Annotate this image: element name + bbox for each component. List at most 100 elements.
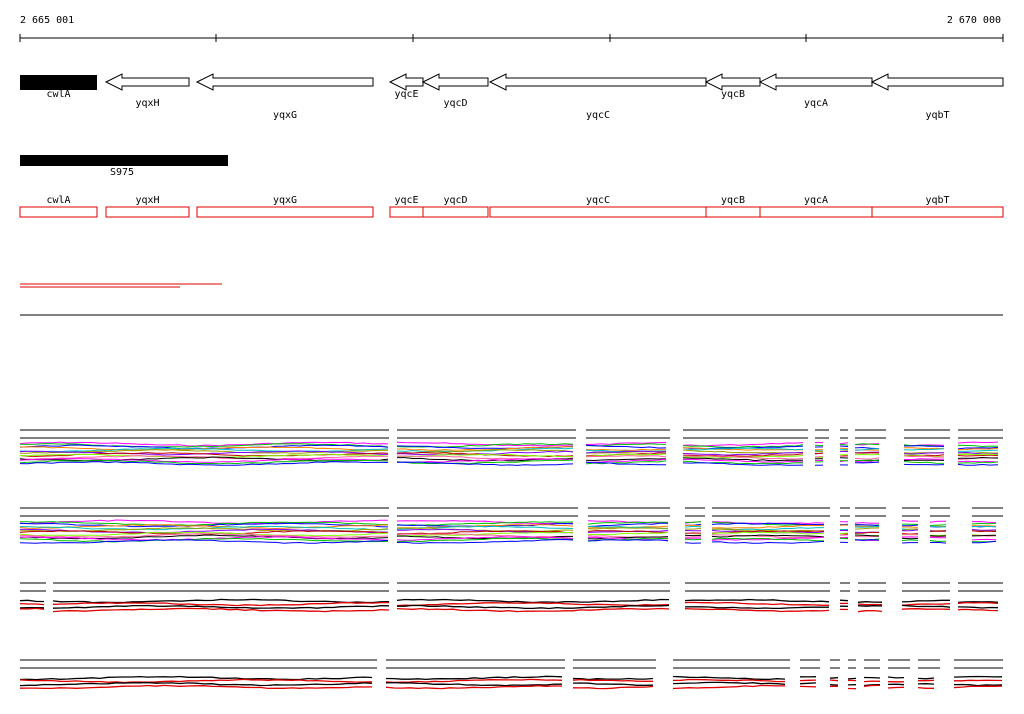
- track-profile: [929, 535, 947, 538]
- track-profile: [903, 455, 945, 458]
- track-profile: [396, 459, 574, 465]
- track-profile: [829, 684, 839, 686]
- track-profile: [682, 442, 804, 447]
- track-profile: [19, 455, 389, 461]
- track-profile: [957, 463, 999, 466]
- gene-region-label: cwlA: [46, 195, 70, 206]
- track-profile: [957, 601, 999, 604]
- gene-label: yqxG: [273, 110, 297, 121]
- track-profile: [711, 537, 824, 542]
- track-profile: [396, 461, 574, 466]
- track-profile: [19, 519, 388, 525]
- track-profile: [672, 675, 786, 681]
- track-profile: [672, 678, 786, 683]
- track-profile: [682, 447, 804, 451]
- track-profile: [957, 460, 999, 463]
- track-profile: [854, 457, 880, 460]
- track-profile: [711, 524, 825, 529]
- track-profile: [917, 677, 935, 680]
- track-profile: [20, 521, 388, 526]
- track-profile: [385, 678, 563, 684]
- track-profile: [396, 602, 670, 607]
- track-profile: [682, 444, 804, 448]
- track-profile: [396, 521, 574, 526]
- track-profile: [711, 531, 825, 535]
- track-profile: [929, 525, 947, 528]
- gene-arrow: [104, 73, 190, 91]
- track-profile: [52, 601, 389, 607]
- track-profile: [929, 540, 947, 542]
- gene-label: cwlA: [46, 89, 70, 100]
- track-profile: [957, 447, 999, 451]
- segment-label: S975: [110, 167, 134, 178]
- track-profile: [396, 530, 574, 535]
- track-profile: [854, 524, 880, 527]
- track-profile: [829, 679, 839, 682]
- track-profile: [19, 458, 389, 463]
- track-profile: [396, 449, 574, 454]
- track-profile: [19, 441, 389, 447]
- track-profile: [396, 441, 574, 447]
- track-profile: [863, 676, 881, 679]
- track-profile: [684, 538, 702, 541]
- track-profile: [19, 461, 389, 466]
- ruler-start: 2 665 001: [20, 15, 74, 26]
- track-profile: [19, 446, 389, 451]
- track-profile: [684, 601, 830, 606]
- track-profile: [396, 458, 574, 463]
- track-profile: [854, 539, 880, 541]
- track-profile: [901, 529, 919, 532]
- track-profile: [19, 443, 389, 448]
- track-profile: [19, 599, 45, 603]
- gene-region-label: yqcB: [721, 195, 745, 206]
- gene-region-label: yqbT: [925, 195, 949, 206]
- gene-region: [422, 206, 489, 218]
- track-profile: [711, 534, 825, 539]
- gene-arrow: [758, 73, 873, 91]
- track-profile: [396, 446, 573, 451]
- track-profile: [682, 462, 804, 466]
- track-profile: [587, 530, 669, 533]
- track-profile: [929, 524, 947, 526]
- track-profile: [587, 521, 669, 525]
- track-profile: [385, 675, 563, 681]
- gene-region: [871, 206, 1004, 218]
- track-profile: [839, 442, 849, 445]
- track-profile: [585, 442, 667, 445]
- track-profile: [385, 681, 563, 687]
- gene-arrow: [704, 73, 761, 91]
- track-profile: [799, 682, 817, 685]
- track-profile: [572, 685, 654, 690]
- track-profile: [711, 528, 825, 533]
- track-profile: [587, 522, 668, 527]
- track-profile: [799, 679, 817, 682]
- track-profile: [903, 448, 945, 451]
- track-profile: [839, 532, 849, 535]
- track-profile: [957, 441, 999, 444]
- track-profile: [587, 531, 669, 536]
- track-profile: [957, 454, 999, 457]
- track-profile: [711, 530, 825, 534]
- track-profile: [863, 684, 881, 687]
- track-profile: [901, 608, 951, 610]
- gene-region: [196, 206, 374, 218]
- track-profile: [929, 541, 947, 544]
- track-profile: [839, 443, 849, 446]
- track-profile: [684, 521, 702, 523]
- gene-arrow: [195, 73, 374, 91]
- gene-label: yqcA: [804, 98, 828, 109]
- track-profile: [572, 678, 653, 682]
- gene-label: yqcD: [443, 98, 467, 109]
- track-profile: [396, 520, 574, 525]
- track-profile: [857, 609, 883, 613]
- track-profile: [854, 534, 880, 537]
- track-profile: [672, 684, 785, 690]
- track-profile: [814, 456, 824, 458]
- track-profile: [957, 606, 999, 609]
- gene-region: [105, 206, 190, 218]
- track-profile: [711, 540, 825, 544]
- track-profile: [711, 536, 825, 541]
- gene-box: [20, 75, 97, 90]
- track-profile: [585, 455, 667, 458]
- track-profile: [971, 540, 997, 544]
